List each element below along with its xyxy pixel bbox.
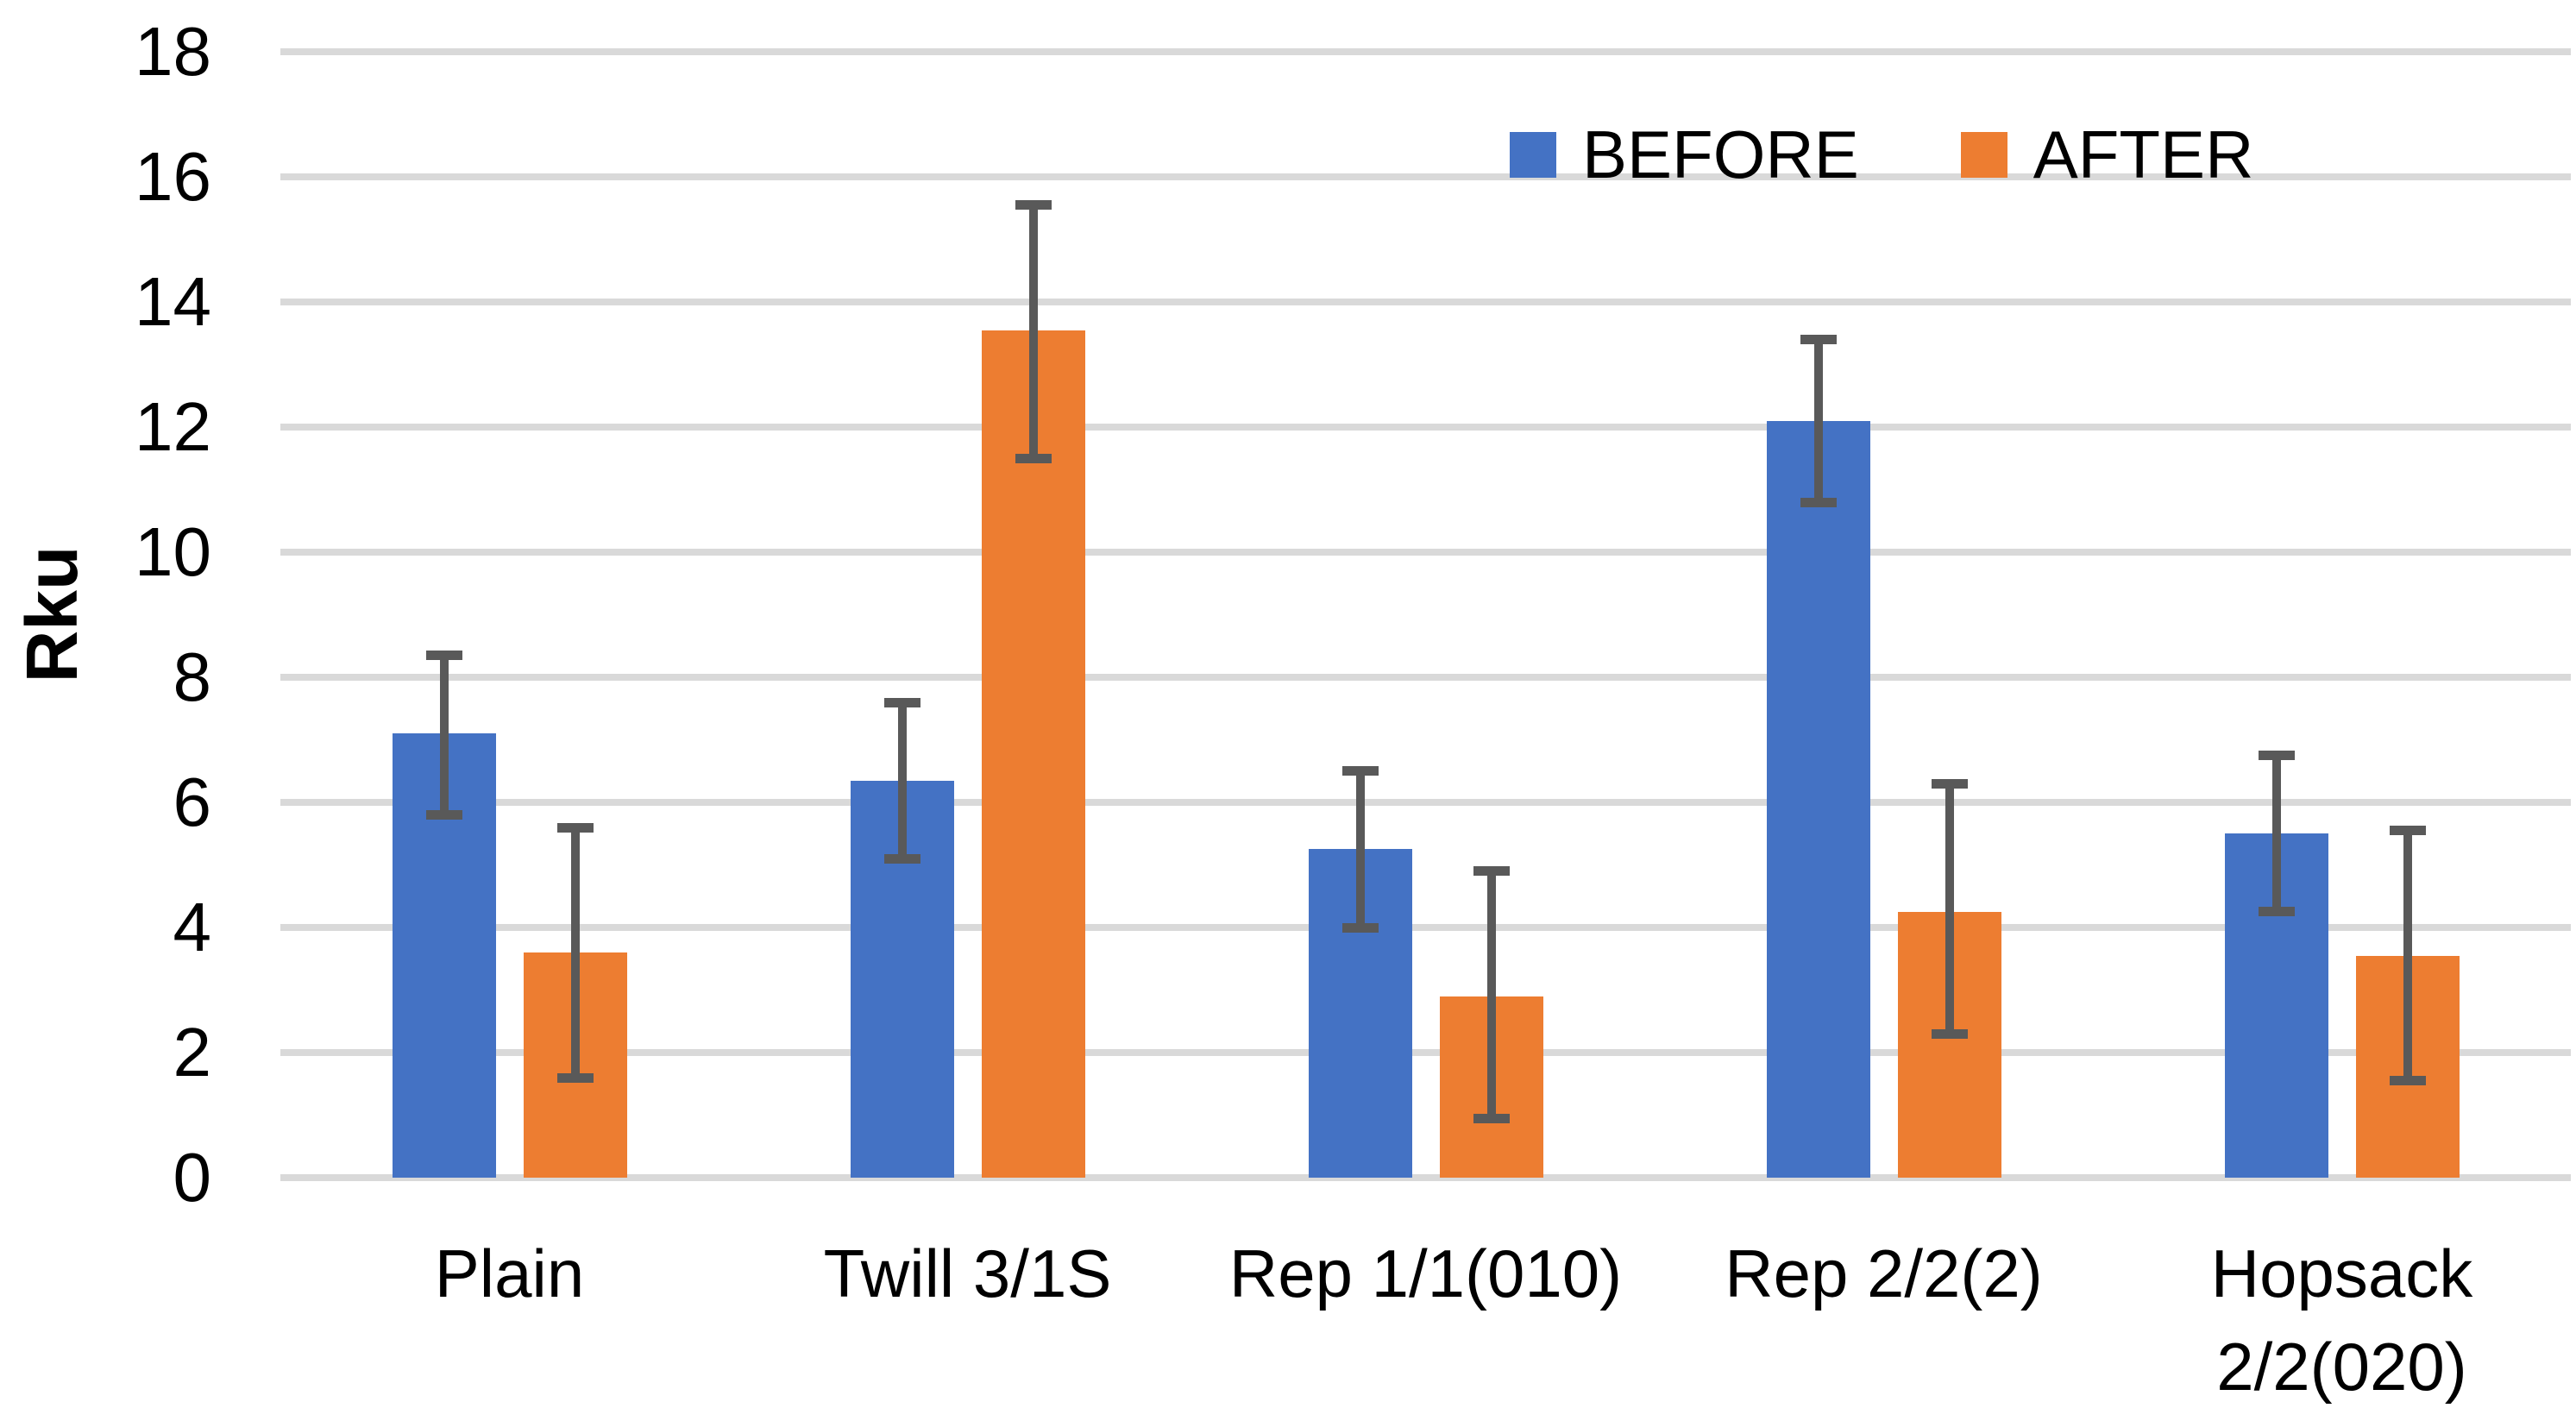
category-label: Rep 1/1(010) xyxy=(1228,1235,1623,1311)
error-bar-cap xyxy=(2258,751,2295,761)
y-axis-tick-label: 16 xyxy=(135,138,211,215)
bar-before xyxy=(1766,420,1870,1178)
error-bar-cap xyxy=(556,822,594,833)
legend-item-before: BEFORE xyxy=(1510,121,1859,188)
y-axis-tick-label: 10 xyxy=(135,513,211,590)
gridline xyxy=(280,1174,2571,1181)
gridline xyxy=(280,1049,2571,1056)
error-bar-cap xyxy=(883,853,920,864)
category-label: Hopsack 2/2(020) xyxy=(2210,1235,2473,1405)
legend: BEFORE AFTER xyxy=(1510,121,2253,188)
category-label: Plain xyxy=(434,1235,585,1311)
legend-label-before: BEFORE xyxy=(1582,116,1859,192)
error-bar-cap xyxy=(1800,335,1837,344)
error-bar-line xyxy=(1813,339,1823,502)
y-axis-tick-label: 8 xyxy=(173,638,212,715)
error-bar-line xyxy=(1486,871,1496,1119)
y-axis-tick-label: 6 xyxy=(173,764,212,840)
error-bar-line xyxy=(897,702,907,859)
gridline xyxy=(280,549,2571,556)
y-axis-tick-label: 0 xyxy=(173,1139,212,1216)
error-bar-line xyxy=(2271,755,2281,912)
error-bar-cap xyxy=(2258,907,2295,917)
error-bar-cap xyxy=(556,1072,594,1083)
error-bar-line xyxy=(1355,770,1365,927)
y-axis-tick-label: 18 xyxy=(135,13,211,90)
y-axis-tick-label: 14 xyxy=(135,263,211,340)
gridline xyxy=(280,173,2571,180)
y-axis-tick-label: 4 xyxy=(173,889,212,965)
error-bar-line xyxy=(1945,783,1954,1034)
gridline xyxy=(280,299,2571,305)
gridline xyxy=(280,674,2571,681)
error-bar-line xyxy=(439,655,449,815)
y-axis-tick-label: 2 xyxy=(173,1014,212,1091)
error-bar-line xyxy=(1028,204,1038,459)
error-bar-cap xyxy=(1015,453,1052,463)
error-bar-cap xyxy=(1341,922,1379,933)
gridline xyxy=(280,424,2571,431)
legend-item-after: AFTER xyxy=(1960,116,2254,192)
error-bar-cap xyxy=(1015,200,1052,211)
legend-swatch-after-icon xyxy=(1960,131,2007,178)
error-bar-cap xyxy=(1931,1028,1968,1039)
error-bar-cap xyxy=(2389,826,2426,836)
error-bar-cap xyxy=(1800,497,1837,507)
error-bar-cap xyxy=(425,810,462,820)
error-bar-line xyxy=(570,827,580,1078)
error-bar-cap xyxy=(1473,1113,1510,1123)
bar-after xyxy=(981,330,1085,1178)
category-label: Rep 2/2(2) xyxy=(1725,1235,2043,1311)
y-axis-tick-label: 12 xyxy=(135,388,211,465)
legend-swatch-before-icon xyxy=(1510,131,1556,178)
gridline xyxy=(280,799,2571,806)
gridline xyxy=(280,48,2571,55)
error-bar-cap xyxy=(1341,766,1379,776)
category-label: Twill 3/1S xyxy=(823,1235,1112,1311)
error-bar-cap xyxy=(1473,866,1510,877)
error-bar-cap xyxy=(1931,778,1968,789)
error-bar-cap xyxy=(2389,1076,2426,1086)
gridline xyxy=(280,924,2571,931)
error-bar-line xyxy=(2403,830,2412,1081)
error-bar-cap xyxy=(883,697,920,707)
y-axis-title: Rku xyxy=(11,545,92,683)
legend-label-after: AFTER xyxy=(2033,116,2254,192)
error-bar-cap xyxy=(425,651,462,661)
